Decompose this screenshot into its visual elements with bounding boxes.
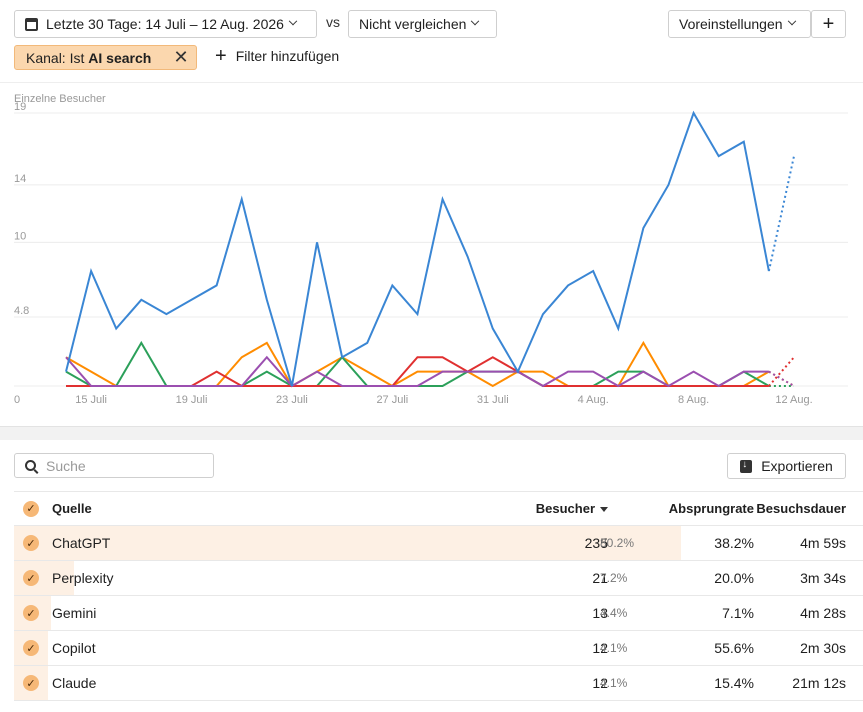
visitors-value: 12 <box>592 675 608 691</box>
x-tick-label: 19 Juli <box>176 394 208 406</box>
section-divider <box>0 426 863 440</box>
visitors-percent: 4.1% <box>600 641 628 655</box>
x-tick-label: 31 Juli <box>477 394 509 406</box>
series-line <box>65 355 769 388</box>
y-tick-label: 10 <box>14 230 26 242</box>
x-tick-label: 12 Aug. <box>775 394 812 406</box>
table-header: ✓ Quelle Besucher Absprungrate Besuchsda… <box>14 491 863 526</box>
search-input[interactable] <box>46 457 196 474</box>
table-row[interactable]: ✓ Perplexity 21 7.2% 20.0% 3m 34s <box>14 561 863 596</box>
plus-icon: + <box>215 45 227 67</box>
vs-label: vs <box>326 14 340 30</box>
visitors-value: 235 <box>584 535 608 551</box>
row-checkbox[interactable]: ✓ <box>23 675 39 691</box>
table-row[interactable]: ✓ ChatGPT 235 80.2% 38.2% 4m 59s <box>14 526 863 561</box>
table-row[interactable]: ✓ Gemini 13 4.4% 7.1% 4m 28s <box>14 596 863 631</box>
date-range-picker[interactable]: Letzte 30 Tage: 14 Juli – 12 Aug. 2026 <box>14 10 317 38</box>
visitors-chart: Einzelne Besucher 0 4.8 10 14 19 15 Juli 19 Jul… <box>0 82 863 426</box>
visitors-value: 12 <box>592 640 608 656</box>
sources-table: ✓ Quelle Besucher Absprungrate Besuchsda… <box>14 491 863 701</box>
y-tick-label: 4.8 <box>14 305 29 317</box>
x-tick-label: 4 Aug. <box>578 394 609 406</box>
header-duration[interactable]: Besuchsdauer <box>756 501 846 516</box>
x-tick-label: 23 Juli <box>276 394 308 406</box>
search-box[interactable] <box>14 453 214 478</box>
bounce-value: 15.4% <box>714 675 754 691</box>
header-visitors[interactable]: Besucher <box>536 501 608 516</box>
y-tick-label: 19 <box>14 101 26 113</box>
filter-value: AI search <box>88 49 152 66</box>
visitors-percent: 7.2% <box>600 571 628 585</box>
x-tick-label: 8 Aug. <box>678 394 709 406</box>
duration-value: 21m 12s <box>792 675 846 691</box>
table-row[interactable]: ✓ Claude 12 4.1% 15.4% 21m 12s <box>14 666 863 701</box>
chevron-down-icon <box>787 16 796 26</box>
series-line-partial <box>768 370 795 387</box>
sort-desc-icon <box>600 507 608 513</box>
date-range-label: Letzte 30 Tage: 14 Juli – 12 Aug. 2026 <box>46 16 284 32</box>
source-name[interactable]: Perplexity <box>52 570 114 586</box>
source-name[interactable]: Gemini <box>52 605 97 621</box>
presets-dropdown[interactable]: Voreinstellungen <box>668 10 811 38</box>
header-bounce[interactable]: Absprungrate <box>668 501 754 516</box>
compare-dropdown[interactable]: Nicht vergleichen <box>348 10 497 38</box>
share-bar <box>14 526 681 560</box>
series-line-partial <box>767 155 795 272</box>
filter-prefix: Kanal: Ist <box>26 49 89 66</box>
plus-icon: + <box>822 12 835 35</box>
calendar-icon <box>25 17 38 31</box>
duration-value: 4m 28s <box>800 605 846 621</box>
compare-label: Nicht vergleichen <box>359 16 467 32</box>
visitors-value: 21 <box>592 570 608 586</box>
duration-value: 2m 30s <box>800 640 846 656</box>
filter-chip-channel[interactable]: Kanal: Ist AI search ✕ <box>14 45 197 70</box>
y-tick-label: 0 <box>14 394 20 406</box>
source-name[interactable]: ChatGPT <box>52 535 111 551</box>
visitors-percent: 80.2% <box>600 536 635 550</box>
bounce-value: 20.0% <box>714 570 754 586</box>
visitors-percent: 4.1% <box>600 676 628 690</box>
y-axis-label: Einzelne Besucher <box>14 93 106 105</box>
duration-value: 3m 34s <box>800 570 846 586</box>
download-icon <box>740 459 753 473</box>
row-checkbox[interactable]: ✓ <box>23 570 39 586</box>
row-checkbox[interactable]: ✓ <box>23 535 39 551</box>
series-line-partial <box>768 356 795 387</box>
y-tick-label: 14 <box>14 173 26 185</box>
source-name[interactable]: Claude <box>52 675 97 691</box>
line-chart: Einzelne Besucher 0 4.8 10 14 19 15 Juli 19 Jul… <box>14 93 848 406</box>
header-source[interactable]: Quelle <box>52 501 92 516</box>
visitors-percent: 4.4% <box>600 606 628 620</box>
table-row[interactable]: ✓ Copilot 12 4.1% 55.6% 2m 30s <box>14 631 863 666</box>
export-button[interactable]: Exportieren <box>727 453 846 479</box>
add-filter-button[interactable]: + Filter hinzufügen <box>215 45 340 67</box>
filter-chip-label: Kanal: Ist AI search <box>15 50 166 66</box>
toolbar: Letzte 30 Tage: 14 Juli – 12 Aug. 2026 v… <box>0 0 863 82</box>
series-line <box>65 340 770 387</box>
chevron-down-icon <box>471 16 480 26</box>
search-icon <box>25 460 39 474</box>
export-label: Exportieren <box>761 458 833 474</box>
bounce-value: 55.6% <box>714 640 754 656</box>
bounce-value: 38.2% <box>714 535 754 551</box>
visitors-value: 13 <box>592 605 608 621</box>
header-visitors-label: Besucher <box>535 501 595 516</box>
chevron-down-icon <box>288 16 298 26</box>
x-tick-label: 27 Juli <box>376 394 408 406</box>
presets-label: Voreinstellungen <box>679 16 783 32</box>
series-line <box>65 110 770 387</box>
duration-value: 4m 59s <box>800 535 846 551</box>
x-tick-label: 15 Juli <box>75 394 107 406</box>
source-name[interactable]: Copilot <box>52 640 96 656</box>
bounce-value: 7.1% <box>722 605 754 621</box>
add-filter-label: Filter hinzufügen <box>235 48 340 64</box>
select-all-checkbox[interactable]: ✓ <box>23 500 39 517</box>
series-line-partial <box>768 370 795 387</box>
add-button[interactable]: + <box>811 10 846 38</box>
series-line <box>65 340 770 388</box>
row-checkbox[interactable]: ✓ <box>23 605 39 621</box>
row-checkbox[interactable]: ✓ <box>23 640 39 656</box>
close-icon[interactable]: ✕ <box>173 47 189 67</box>
